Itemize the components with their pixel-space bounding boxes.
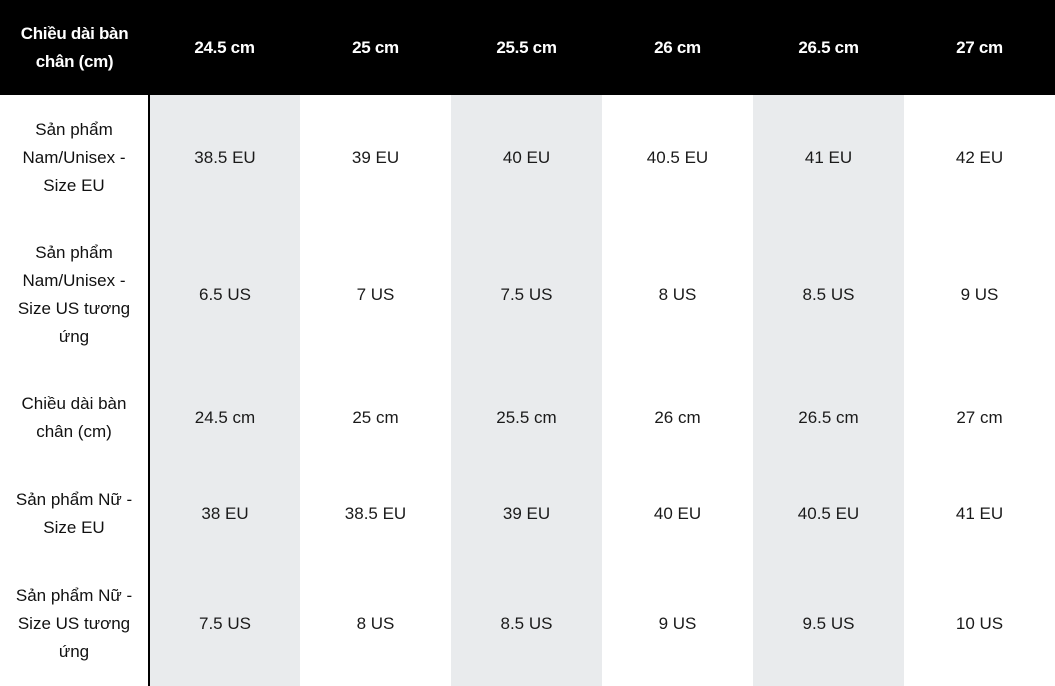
row-label: Sản phẩm Nữ - Size US tương ứng xyxy=(0,562,150,686)
row-label: Sản phẩm Nữ - Size EU xyxy=(0,466,150,562)
table-cell: 39 EU xyxy=(451,466,602,562)
row-label: Sản phẩm Nam/Unisex - Size EU xyxy=(0,95,150,220)
table-cell: 9 US xyxy=(658,614,697,633)
header-col-3: 25.5 cm xyxy=(451,0,602,95)
table-cell: 7 US xyxy=(356,285,395,304)
table-header: Chiều dài bàn chân (cm) 24.5 cm 25 cm 25… xyxy=(0,0,1055,95)
row-label: Sản phẩm Nam/Unisex - Size US tương ứng xyxy=(0,220,150,370)
table-cell: 26.5 cm xyxy=(753,370,904,466)
table-cell: 7.5 US xyxy=(451,220,602,370)
table-cell: 40.5 EU xyxy=(646,147,709,167)
table-cell: 40 EU xyxy=(653,504,702,523)
table-cell: 9.5 US xyxy=(753,562,904,686)
table-row: Chiều dài bàn chân (cm) 24.5 cm 25 cm 25… xyxy=(0,370,1055,466)
header-col-2: 25 cm xyxy=(300,0,451,95)
header-foot-length: Chiều dài bàn chân (cm) xyxy=(0,0,149,95)
table-cell: 40 EU xyxy=(451,95,602,220)
table-cell: 10 US xyxy=(955,614,1004,633)
table-cell: 24.5 cm xyxy=(149,370,300,466)
table-cell: 25.5 cm xyxy=(451,370,602,466)
table-cell: 8 US xyxy=(658,285,697,304)
table-cell: 8.5 US xyxy=(753,220,904,370)
table-row: Sản phẩm Nam/Unisex - Size EU 38.5 EU 39… xyxy=(0,95,1055,220)
header-col-4: 26 cm xyxy=(602,0,753,95)
header-col-5: 26.5 cm xyxy=(753,0,904,95)
table-row: Sản phẩm Nam/Unisex - Size US tương ứng … xyxy=(0,220,1055,370)
table-cell: 8.5 US xyxy=(451,562,602,686)
header-col-1: 24.5 cm xyxy=(149,0,300,95)
table-cell: 26 cm xyxy=(654,408,701,427)
table-body: Sản phẩm Nam/Unisex - Size EU 38.5 EU 39… xyxy=(0,95,1055,686)
table-cell: 40.5 EU xyxy=(753,466,904,562)
table-row: Sản phẩm Nữ - Size EU 38 EU 38.5 EU 39 E… xyxy=(0,466,1055,562)
table-cell: 7.5 US xyxy=(149,562,300,686)
table-cell: 41 EU xyxy=(955,504,1004,523)
table-cell: 9 US xyxy=(960,285,999,304)
header-col-6: 27 cm xyxy=(904,0,1055,95)
table-cell: 42 EU xyxy=(955,147,1004,167)
table-cell: 27 cm xyxy=(956,408,1003,427)
header-row: Chiều dài bàn chân (cm) 24.5 cm 25 cm 25… xyxy=(0,0,1055,95)
table-cell: 41 EU xyxy=(753,95,904,220)
table-cell: 38.5 EU xyxy=(149,95,300,220)
table-cell: 25 cm xyxy=(352,408,399,427)
table-cell: 8 US xyxy=(356,614,395,633)
table-cell: 39 EU xyxy=(351,147,400,167)
table-row: Sản phẩm Nữ - Size US tương ứng 7.5 US 8… xyxy=(0,562,1055,686)
table-cell: 38 EU xyxy=(149,466,300,562)
table-cell: 38.5 EU xyxy=(344,504,407,523)
row-label: Chiều dài bàn chân (cm) xyxy=(0,370,150,466)
table-cell: 6.5 US xyxy=(149,220,300,370)
